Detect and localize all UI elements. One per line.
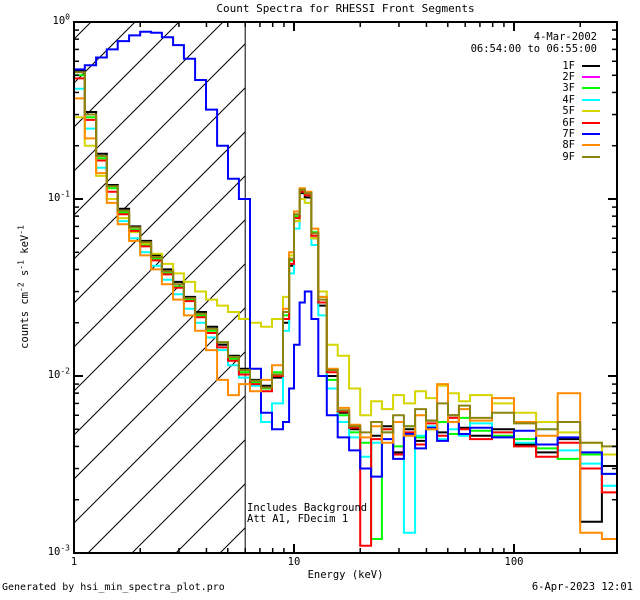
observation-date: 4-Mar-2002 — [533, 31, 597, 43]
legend-swatch-7F — [582, 133, 600, 136]
legend-item-8F: 8F — [496, 139, 600, 152]
series-5F — [74, 116, 617, 456]
legend-swatch-1F — [582, 64, 600, 67]
legend-label-6F: 6F — [562, 116, 575, 129]
chart-title: Count Spectra for RHESSI Front Segments — [216, 2, 475, 15]
y-tick-label-10^-1: 10-1 — [47, 189, 70, 204]
legend-item-5F: 5F — [496, 105, 600, 118]
legend-item-9F: 9F — [496, 150, 600, 163]
legend-label-2F: 2F — [562, 71, 575, 84]
legend-label-3F: 3F — [562, 82, 575, 95]
legend-item-6F: 6F — [496, 116, 600, 129]
plot-frame — [73, 21, 618, 554]
legend-swatch-8F — [582, 144, 600, 147]
axis-ticks — [73, 21, 617, 554]
legend-item-1F: 1F — [496, 59, 600, 72]
x-tick-label-100: 100 — [504, 556, 524, 568]
y-tick-label-10^-3: 10-3 — [47, 543, 70, 558]
annotation-attenuator-state: Att A1, FDecim 1 — [247, 513, 349, 525]
legend-item-3F: 3F — [496, 82, 600, 95]
y-axis-label: counts cm-2 s-1 keV-1 — [16, 225, 32, 349]
legend-item-4F: 4F — [496, 93, 600, 106]
generator-credit: Generated by hsi_min_spectra_plot.pro — [2, 582, 225, 593]
legend-swatch-6F — [582, 121, 600, 124]
y-tick-label-10^0: 100 — [52, 12, 70, 27]
x-tick-label-1: 1 — [70, 556, 78, 568]
series-9F — [74, 71, 617, 448]
legend-label-9F: 9F — [562, 150, 575, 163]
detector-legend: 1F 2F 3F 4F 5F 6F 7F 8F 9F — [496, 60, 600, 163]
legend-swatch-3F — [582, 87, 600, 90]
legend-label-7F: 7F — [562, 128, 575, 141]
x-axis-label: Energy (keV) — [307, 569, 384, 581]
legend-swatch-9F — [582, 155, 600, 158]
spectra-curves — [74, 30, 617, 547]
annotation-includes-background: Includes Background — [247, 502, 368, 514]
legend-label-1F: 1F — [562, 59, 575, 72]
generation-timestamp: 6-Apr-2023 12:01 — [531, 581, 633, 593]
legend-label-4F: 4F — [562, 93, 575, 106]
observation-time-range: 06:54:00 to 06:55:00 — [470, 43, 597, 55]
legend-swatch-5F — [582, 110, 600, 113]
legend-swatch-2F — [582, 76, 600, 79]
legend-label-5F: 5F — [562, 105, 575, 118]
y-tick-label-10^-2: 10-2 — [47, 366, 70, 381]
series-8F — [74, 97, 617, 540]
legend-item-7F: 7F — [496, 128, 600, 141]
legend-label-8F: 8F — [562, 139, 575, 152]
x-tick-label-10: 10 — [287, 556, 301, 568]
legend-item-2F: 2F — [496, 71, 600, 84]
legend-swatch-4F — [582, 98, 600, 101]
series-7F — [74, 30, 617, 478]
